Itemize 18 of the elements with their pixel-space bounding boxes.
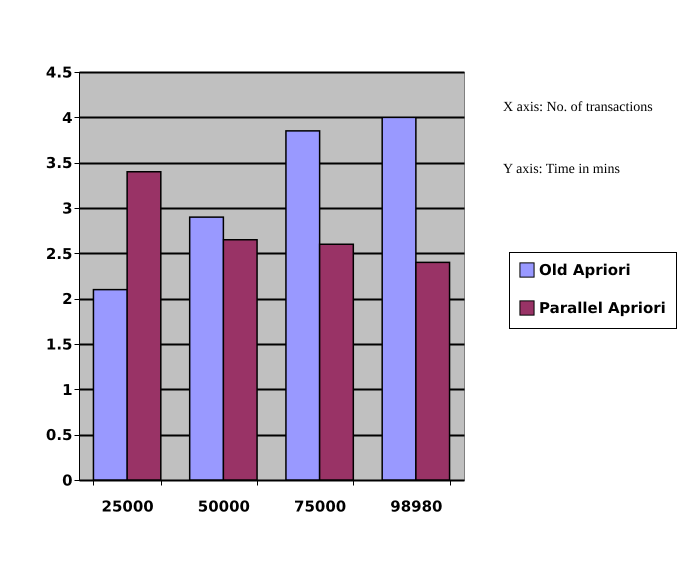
y-tick-label: 3.5	[46, 154, 72, 172]
x-tick-label: 75000	[294, 498, 346, 516]
x-tick-label: 50000	[198, 498, 250, 516]
y-tick-label: 1.5	[46, 336, 72, 354]
legend-label: Old Apriori	[539, 261, 631, 279]
y-tick-label: 2	[62, 290, 72, 308]
text: Y axis: Time in mins	[503, 162, 620, 178]
x-tick-label: 98980	[390, 498, 442, 516]
text: X axis: No. of transactions	[503, 100, 653, 116]
y-tick-label: 0	[62, 472, 72, 490]
y-tick-label: 3	[62, 200, 72, 218]
y-tick-label: 4	[62, 108, 72, 127]
y-tick-label: 0.5	[46, 426, 72, 444]
x-tick-label: 25000	[102, 498, 154, 516]
legend-label: Parallel Apriori	[539, 299, 666, 317]
y-tick-label: 2.5	[46, 244, 72, 263]
y-tick-label: 1	[62, 380, 72, 399]
y-tick-label: 4.5	[46, 64, 72, 82]
